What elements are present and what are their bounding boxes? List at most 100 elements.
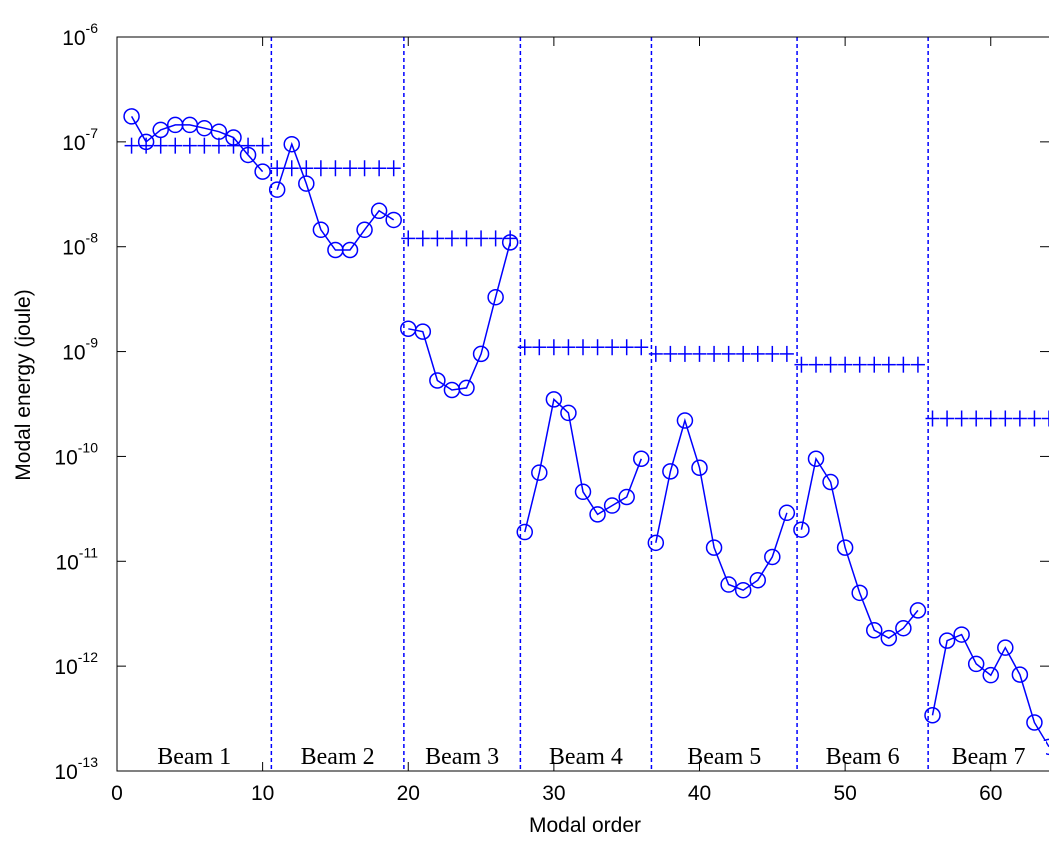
data-point-circle <box>341 241 359 259</box>
y-tick-label: 10-7 <box>62 125 98 155</box>
y-tick-label: 10-10 <box>54 439 98 469</box>
data-point-plus <box>605 339 620 356</box>
data-point-plus <box>998 410 1013 427</box>
y-tick-base: 10 <box>62 27 85 50</box>
data-point-plus <box>313 160 328 177</box>
data-point-circle <box>924 707 941 724</box>
data-point-circle <box>851 584 868 602</box>
data-point-circle <box>618 488 635 506</box>
data-point-circle <box>676 412 694 429</box>
beam-label-background <box>274 741 401 770</box>
data-point-plus <box>357 160 372 177</box>
x-tick-label: 30 <box>542 782 565 805</box>
y-tick-exponent: -9 <box>86 335 99 351</box>
data-point-circle <box>560 404 577 422</box>
beam-label-background <box>931 741 1046 770</box>
data-point-plus <box>779 345 794 362</box>
data-point-plus <box>677 345 692 362</box>
data-point-circle <box>123 108 140 125</box>
y-tick-label: 10-9 <box>62 335 98 365</box>
x-tick-label: 60 <box>979 782 1002 805</box>
data-point-circle <box>982 666 999 684</box>
data-point-plus <box>692 345 707 362</box>
data-point-plus <box>910 356 925 373</box>
data-point-plus <box>270 160 285 177</box>
beam-label: Beam 2 <box>301 744 375 770</box>
data-point-plus <box>619 339 634 356</box>
data-point-circle <box>836 539 854 556</box>
data-point-circle <box>458 379 475 397</box>
data-point-plus <box>823 356 838 373</box>
data-point-circle <box>880 629 898 647</box>
data-point-circle <box>764 548 781 566</box>
data-point-plus <box>226 137 241 154</box>
data-point-circle <box>574 483 592 501</box>
beam-dividers <box>270 37 929 771</box>
data-point-plus <box>881 356 896 373</box>
data-point-plus <box>561 339 576 356</box>
y-tick-label: 10-6 <box>62 20 98 50</box>
data-point-plus <box>241 137 256 154</box>
data-point-circle <box>472 345 490 363</box>
data-point-plus <box>852 356 867 373</box>
x-tick-label: 40 <box>688 782 711 805</box>
y-tick-exponent: -10 <box>78 439 98 455</box>
data-point-circle <box>531 464 548 481</box>
data-point-plus <box>809 356 823 373</box>
data-point-circle <box>866 621 883 639</box>
data-point-plus <box>765 345 780 362</box>
beam-label: Beam 1 <box>157 744 231 770</box>
data-point-circle <box>370 202 388 220</box>
y-tick-base: 10 <box>55 551 78 574</box>
x-tick-label: 0 <box>111 782 123 805</box>
data-point-circle <box>545 391 563 408</box>
data-point-plus <box>299 160 314 177</box>
beam-label-background <box>406 741 518 770</box>
data-point-plus <box>474 230 489 247</box>
x-tick-label: 50 <box>833 782 856 805</box>
series-line-beam-5 <box>655 417 788 592</box>
y-tick-base: 10 <box>54 656 77 679</box>
data-point-plus <box>867 356 882 373</box>
y-tick-base: 10 <box>62 132 85 155</box>
data-point-plus <box>794 356 809 373</box>
data-point-plus <box>211 137 226 154</box>
plot-frame <box>116 36 1049 772</box>
y-tick-exponent: -13 <box>78 754 98 770</box>
x-tick-label: 10 <box>251 782 274 805</box>
data-point-plus <box>969 410 984 427</box>
data-point-plus <box>182 137 197 154</box>
y-tick-base: 10 <box>54 761 77 784</box>
data-point-circle <box>312 221 330 239</box>
data-point-plus <box>1042 410 1049 427</box>
data-point-circle <box>647 534 665 552</box>
y-tick-exponent: -12 <box>78 649 98 665</box>
beam-label-background <box>523 741 649 770</box>
data-point-circle <box>793 521 810 538</box>
data-point-circle <box>822 473 839 491</box>
data-point-circle <box>691 459 708 476</box>
data-point-plus <box>401 230 416 247</box>
series-line-beam-6 <box>800 456 919 639</box>
beam-label: Beam 5 <box>687 744 761 770</box>
y-tick-exponent: -6 <box>86 20 99 36</box>
data-point-plus <box>328 160 343 177</box>
data-point-circle <box>1026 714 1043 731</box>
data-point-circle <box>283 135 300 153</box>
data-point-plus <box>940 410 955 427</box>
data-point-circle <box>589 506 606 523</box>
beam-label: Beam 6 <box>826 744 900 770</box>
data-point-plus <box>576 339 590 356</box>
y-tick-label: 10-12 <box>54 649 98 679</box>
data-point-circle <box>268 181 286 198</box>
beam-label-background <box>129 741 260 770</box>
data-point-circle <box>895 619 912 637</box>
series-line-beam-4 <box>524 397 643 533</box>
data-point-circle <box>356 221 373 239</box>
data-point-plus <box>372 160 387 177</box>
y-tick-base: 10 <box>62 237 85 260</box>
data-point-circle <box>749 571 766 589</box>
y-tick-exponent: -11 <box>79 544 98 560</box>
beam-labels: Beam 1 Beam 2 Beam 3 Beam 4 Beam 5 Beam 6 Beam… <box>129 741 1046 770</box>
